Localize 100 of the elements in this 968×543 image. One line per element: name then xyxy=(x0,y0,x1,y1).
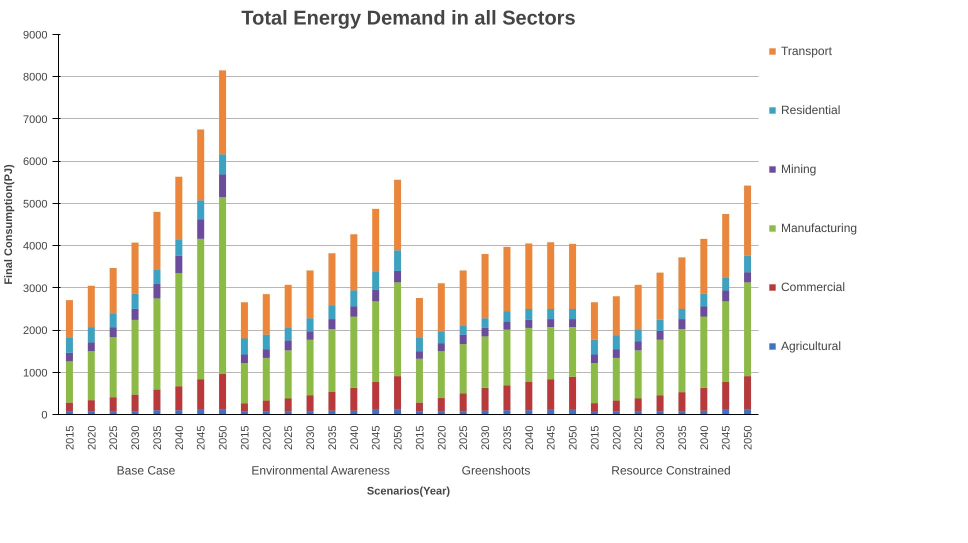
bar xyxy=(634,341,642,350)
bar xyxy=(394,376,402,410)
bar xyxy=(612,349,620,358)
x-tick-label: 2025 xyxy=(108,425,120,450)
bar xyxy=(110,268,117,314)
bar xyxy=(132,320,139,395)
y-tick-label: 3000 xyxy=(23,282,48,295)
bar xyxy=(744,282,752,376)
text: Greenshoots xyxy=(462,464,530,478)
bar xyxy=(722,277,730,290)
bar xyxy=(262,334,270,350)
bar xyxy=(482,318,489,328)
bar xyxy=(88,400,95,412)
bar xyxy=(438,398,445,412)
y-tick-label: 8000 xyxy=(23,72,48,84)
bar xyxy=(460,270,467,326)
bar xyxy=(700,238,708,294)
y-axis-title: Final Consumption(PJ) xyxy=(3,164,16,285)
bar xyxy=(372,301,380,382)
bar xyxy=(132,394,139,412)
bar xyxy=(306,331,314,340)
bar xyxy=(110,328,117,338)
x-tick-label: 2035 xyxy=(326,425,339,450)
bar xyxy=(656,272,664,320)
bar xyxy=(350,316,358,388)
bar xyxy=(634,329,642,342)
bar xyxy=(525,244,532,309)
text: Base Case xyxy=(116,464,176,478)
x-tick-label: 2020 xyxy=(261,425,274,450)
bar xyxy=(569,244,576,309)
x-tick-label: 2040 xyxy=(698,425,711,450)
bar xyxy=(110,397,117,412)
bar xyxy=(416,402,423,412)
legend-label: Transport xyxy=(781,44,832,58)
x-tick-label: 2035 xyxy=(152,425,164,450)
bar xyxy=(416,351,423,359)
bar xyxy=(328,305,336,320)
bar xyxy=(219,174,226,198)
bar xyxy=(569,319,576,328)
bar xyxy=(503,330,510,386)
bar xyxy=(175,176,182,240)
x-tick-label: 2050 xyxy=(742,425,755,450)
bar xyxy=(350,410,358,414)
bar xyxy=(240,362,248,404)
x-tick-label: 2025 xyxy=(633,425,646,450)
bar xyxy=(219,197,226,374)
bar xyxy=(306,270,314,318)
x-tick-label: 2020 xyxy=(436,425,448,450)
bar xyxy=(547,319,554,328)
bar xyxy=(372,290,380,302)
x-tick-label: 2040 xyxy=(174,425,186,450)
bar xyxy=(438,331,445,344)
bar xyxy=(153,212,160,270)
bar xyxy=(88,342,95,352)
bar xyxy=(372,208,380,272)
bar xyxy=(197,238,204,380)
x-tick-label: 2025 xyxy=(283,425,296,450)
bar xyxy=(656,340,664,396)
bar xyxy=(197,219,204,239)
bar xyxy=(284,328,292,341)
x-tick-label: 2030 xyxy=(130,425,142,450)
bar xyxy=(569,376,576,410)
bar xyxy=(262,349,270,358)
bar xyxy=(262,358,270,401)
y-tick-label: 6000 xyxy=(23,156,48,168)
bar xyxy=(153,284,160,298)
bar xyxy=(132,308,139,320)
bar xyxy=(612,358,620,401)
bar xyxy=(197,379,204,410)
bar xyxy=(590,362,598,404)
bar xyxy=(482,254,489,318)
bar xyxy=(700,316,708,388)
bar xyxy=(569,308,576,320)
bar xyxy=(328,319,336,330)
legend-label: Commercial xyxy=(781,280,846,294)
legend-label: Mining xyxy=(781,162,816,176)
bar xyxy=(153,269,160,284)
bar xyxy=(328,253,336,306)
y-tick-label: 2000 xyxy=(23,325,48,338)
bar xyxy=(66,361,73,403)
bar xyxy=(153,390,160,410)
x-axis-title: Scenarios(Year) xyxy=(366,486,450,498)
bar xyxy=(525,328,532,382)
bar xyxy=(88,351,95,400)
bar xyxy=(240,404,248,412)
bar xyxy=(350,290,358,306)
bar xyxy=(416,358,423,403)
bar xyxy=(700,306,708,317)
bar xyxy=(175,386,182,410)
bar xyxy=(262,294,270,335)
legend-label: Manufacturing xyxy=(781,221,858,235)
bar xyxy=(350,388,358,411)
bar xyxy=(503,311,510,322)
bar xyxy=(438,343,445,352)
bar xyxy=(350,306,358,317)
x-tick-label: 2050 xyxy=(218,425,230,450)
bar xyxy=(482,336,489,388)
bar xyxy=(744,272,752,282)
x-tick-label: 2045 xyxy=(370,425,383,450)
bar xyxy=(503,246,510,312)
